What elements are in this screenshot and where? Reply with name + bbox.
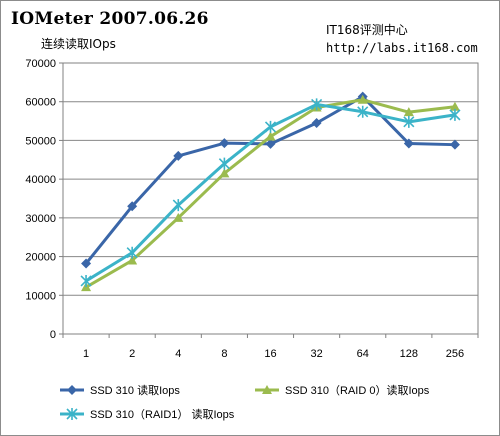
x-tick-label: 256 bbox=[446, 348, 464, 360]
data-point-series-1 bbox=[219, 138, 230, 149]
data-point-series-3 bbox=[172, 199, 184, 212]
x-tick-label: 8 bbox=[221, 348, 227, 360]
plot-area bbox=[62, 62, 479, 335]
legend-item-3: SSD 310（RAID1） 读取Iops bbox=[60, 407, 235, 421]
site-name: IT168评测中心 bbox=[326, 23, 408, 37]
data-point-series-3 bbox=[449, 108, 461, 121]
data-point-series-2 bbox=[219, 168, 230, 178]
data-point-series-1 bbox=[311, 118, 322, 129]
legend-label: SSD 310（RAID1） 读取Iops bbox=[90, 407, 235, 421]
data-point-series-2 bbox=[265, 131, 276, 141]
y-tick-label: 20000 bbox=[25, 252, 56, 264]
legend-marker bbox=[66, 408, 78, 420]
y-tick-label: 30000 bbox=[25, 213, 56, 225]
data-point-series-1 bbox=[403, 138, 414, 149]
legend-label: SSD 310（RAID 0）读取Iops bbox=[285, 383, 430, 397]
site-url: http://labs.it168.com bbox=[326, 41, 478, 55]
y-tick-label: 40000 bbox=[25, 174, 56, 186]
data-point-series-1 bbox=[81, 258, 92, 269]
chart-subtitle: 连续读取IOps bbox=[41, 37, 116, 51]
data-point-series-2 bbox=[173, 212, 184, 222]
x-tick-label: 16 bbox=[264, 348, 276, 360]
legend-marker bbox=[67, 385, 77, 395]
legend-label: SSD 310 读取Iops bbox=[90, 383, 180, 397]
legend-item-1: SSD 310 读取Iops bbox=[60, 383, 180, 397]
data-point-series-2 bbox=[449, 101, 460, 111]
data-point-series-3 bbox=[80, 274, 92, 287]
x-tick-label: 1 bbox=[83, 348, 89, 360]
y-tick-label: 70000 bbox=[25, 58, 56, 70]
y-tick-label: 0 bbox=[50, 329, 56, 341]
y-tick-label: 50000 bbox=[25, 135, 56, 147]
data-point-series-3 bbox=[311, 98, 323, 111]
x-tick-label: 4 bbox=[175, 348, 181, 360]
data-point-series-1 bbox=[265, 138, 276, 149]
x-tick-label: 32 bbox=[310, 348, 322, 360]
data-point-series-1 bbox=[449, 139, 460, 150]
legend-item-2: SSD 310（RAID 0）读取Iops bbox=[255, 383, 430, 397]
legend-marker bbox=[262, 385, 272, 394]
data-point-series-3 bbox=[264, 120, 277, 133]
data-point-series-3 bbox=[218, 157, 230, 170]
y-tick-label: 10000 bbox=[25, 290, 56, 302]
data-point-series-2 bbox=[403, 107, 414, 117]
x-tick-label: 2 bbox=[129, 348, 135, 360]
data-point-series-2 bbox=[127, 255, 138, 265]
data-point-series-2 bbox=[357, 94, 368, 104]
data-point-series-1 bbox=[173, 150, 184, 161]
data-point-series-1 bbox=[127, 201, 138, 212]
data-point-series-3 bbox=[357, 105, 369, 118]
data-point-series-3 bbox=[403, 115, 415, 128]
y-tick-label: 60000 bbox=[25, 97, 56, 109]
x-tick-label: 64 bbox=[357, 348, 369, 360]
data-point-series-3 bbox=[126, 246, 138, 259]
chart-title: IOMeter 2007.06.26 bbox=[11, 9, 209, 29]
x-tick-label: 128 bbox=[400, 348, 418, 360]
